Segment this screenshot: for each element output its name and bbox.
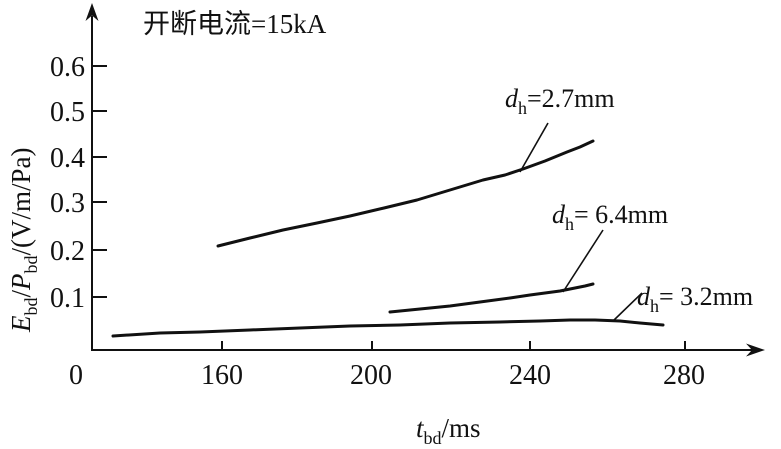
y-axis-label: Ebd/Pbd/(V/m/Pa) bbox=[6, 147, 41, 333]
x-axis-label: tbd/ms bbox=[416, 413, 481, 448]
x-tick-label: 160 bbox=[201, 360, 243, 391]
axes-group bbox=[85, 3, 765, 357]
chart-title: 开断电流=15kA bbox=[143, 9, 327, 39]
leader-lines-group bbox=[519, 122, 643, 322]
curve-label-6-4mm: dh= 6.4mm bbox=[552, 200, 668, 234]
x-tick-label: 280 bbox=[663, 360, 705, 391]
leader-line-2 bbox=[612, 292, 643, 322]
y-tick-label: 0.1 bbox=[50, 283, 85, 314]
curve-d_h=6.4mm bbox=[388, 282, 595, 314]
y-axis-arrow-icon bbox=[85, 3, 99, 21]
x-tick-label: 0 bbox=[69, 360, 83, 391]
y-tick-label: 0.2 bbox=[50, 236, 85, 267]
curve-d_h=2.7mm bbox=[216, 139, 595, 248]
curve-label-3-2mm: dh= 3.2mm bbox=[637, 282, 753, 316]
y-tick-label: 0.4 bbox=[50, 143, 85, 174]
x-tick-label: 240 bbox=[509, 360, 551, 391]
curves-group bbox=[111, 139, 665, 338]
y-tick-label: 0.5 bbox=[50, 97, 85, 128]
curve-label-2-7mm: dh=2.7mm bbox=[505, 84, 615, 118]
leader-line-1 bbox=[562, 229, 604, 293]
leader-line-0 bbox=[519, 122, 549, 173]
x-tick-label: 200 bbox=[350, 360, 392, 391]
curve-d_h=3.2mm bbox=[111, 318, 665, 338]
y-tick-label: 0.6 bbox=[50, 52, 85, 83]
x-axis-arrow-icon bbox=[746, 343, 765, 357]
y-tick-label: 0.3 bbox=[50, 188, 85, 219]
